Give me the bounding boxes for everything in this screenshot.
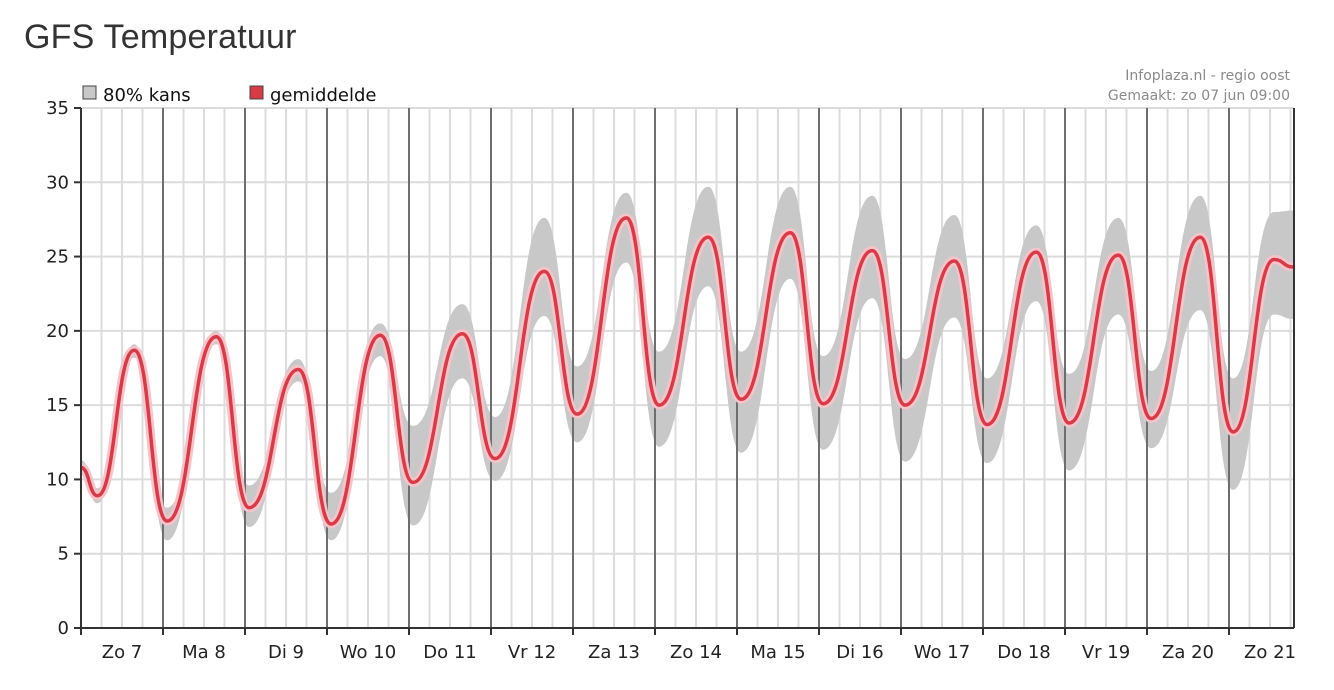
legend: 80% kans gemiddelde <box>82 85 376 106</box>
mean-line <box>81 216 1294 526</box>
x-tick-label: Za 20 <box>1162 642 1214 663</box>
x-tick-label: Ma 15 <box>750 642 805 663</box>
x-tick-label: Vr 12 <box>508 642 556 663</box>
y-tick-label: 0 <box>58 618 69 639</box>
y-tick-label: 20 <box>46 321 69 342</box>
x-tick-label: Vr 19 <box>1082 642 1130 663</box>
legend-band-swatch <box>82 85 97 100</box>
x-tick-label: Zo 21 <box>1244 642 1296 663</box>
y-tick-label: 15 <box>46 395 69 416</box>
legend-band-label: 80% kans <box>103 85 191 106</box>
band-80-percent <box>81 186 1293 541</box>
created-timestamp: Gemaakt: zo 07 jun 09:00 <box>1108 88 1290 104</box>
y-tick-label: 25 <box>46 247 69 268</box>
plot-area: 0 5 10 15 20 25 30 35 Zo 7 Ma 8 Di 9 Wo 10 Do 11 Vr 1… <box>46 98 1296 663</box>
x-tick-label: Ma 8 <box>182 642 226 663</box>
x-tick-label: Za 13 <box>588 642 640 663</box>
x-tick-label: Do 11 <box>423 642 477 663</box>
legend-line-swatch <box>249 85 264 100</box>
source-label: Infoplaza.nl - regio oost <box>1125 68 1290 84</box>
x-tick-label: Zo 7 <box>102 642 143 663</box>
x-tick-label: Di 16 <box>836 642 884 663</box>
x-tick-label: Wo 17 <box>914 642 970 663</box>
x-tick-label: Zo 14 <box>670 642 722 663</box>
x-tick-label: Di 9 <box>268 642 304 663</box>
y-tick-label: 35 <box>46 98 69 119</box>
legend-line-label: gemiddelde <box>270 85 376 106</box>
x-tick-label: Do 18 <box>997 642 1051 663</box>
y-tick-label: 5 <box>58 544 69 565</box>
page-title: GFS Temperatuur <box>24 18 297 56</box>
y-tick-label: 30 <box>46 172 69 193</box>
y-tick-label: 10 <box>46 469 69 490</box>
x-tick-label: Wo 10 <box>340 642 396 663</box>
